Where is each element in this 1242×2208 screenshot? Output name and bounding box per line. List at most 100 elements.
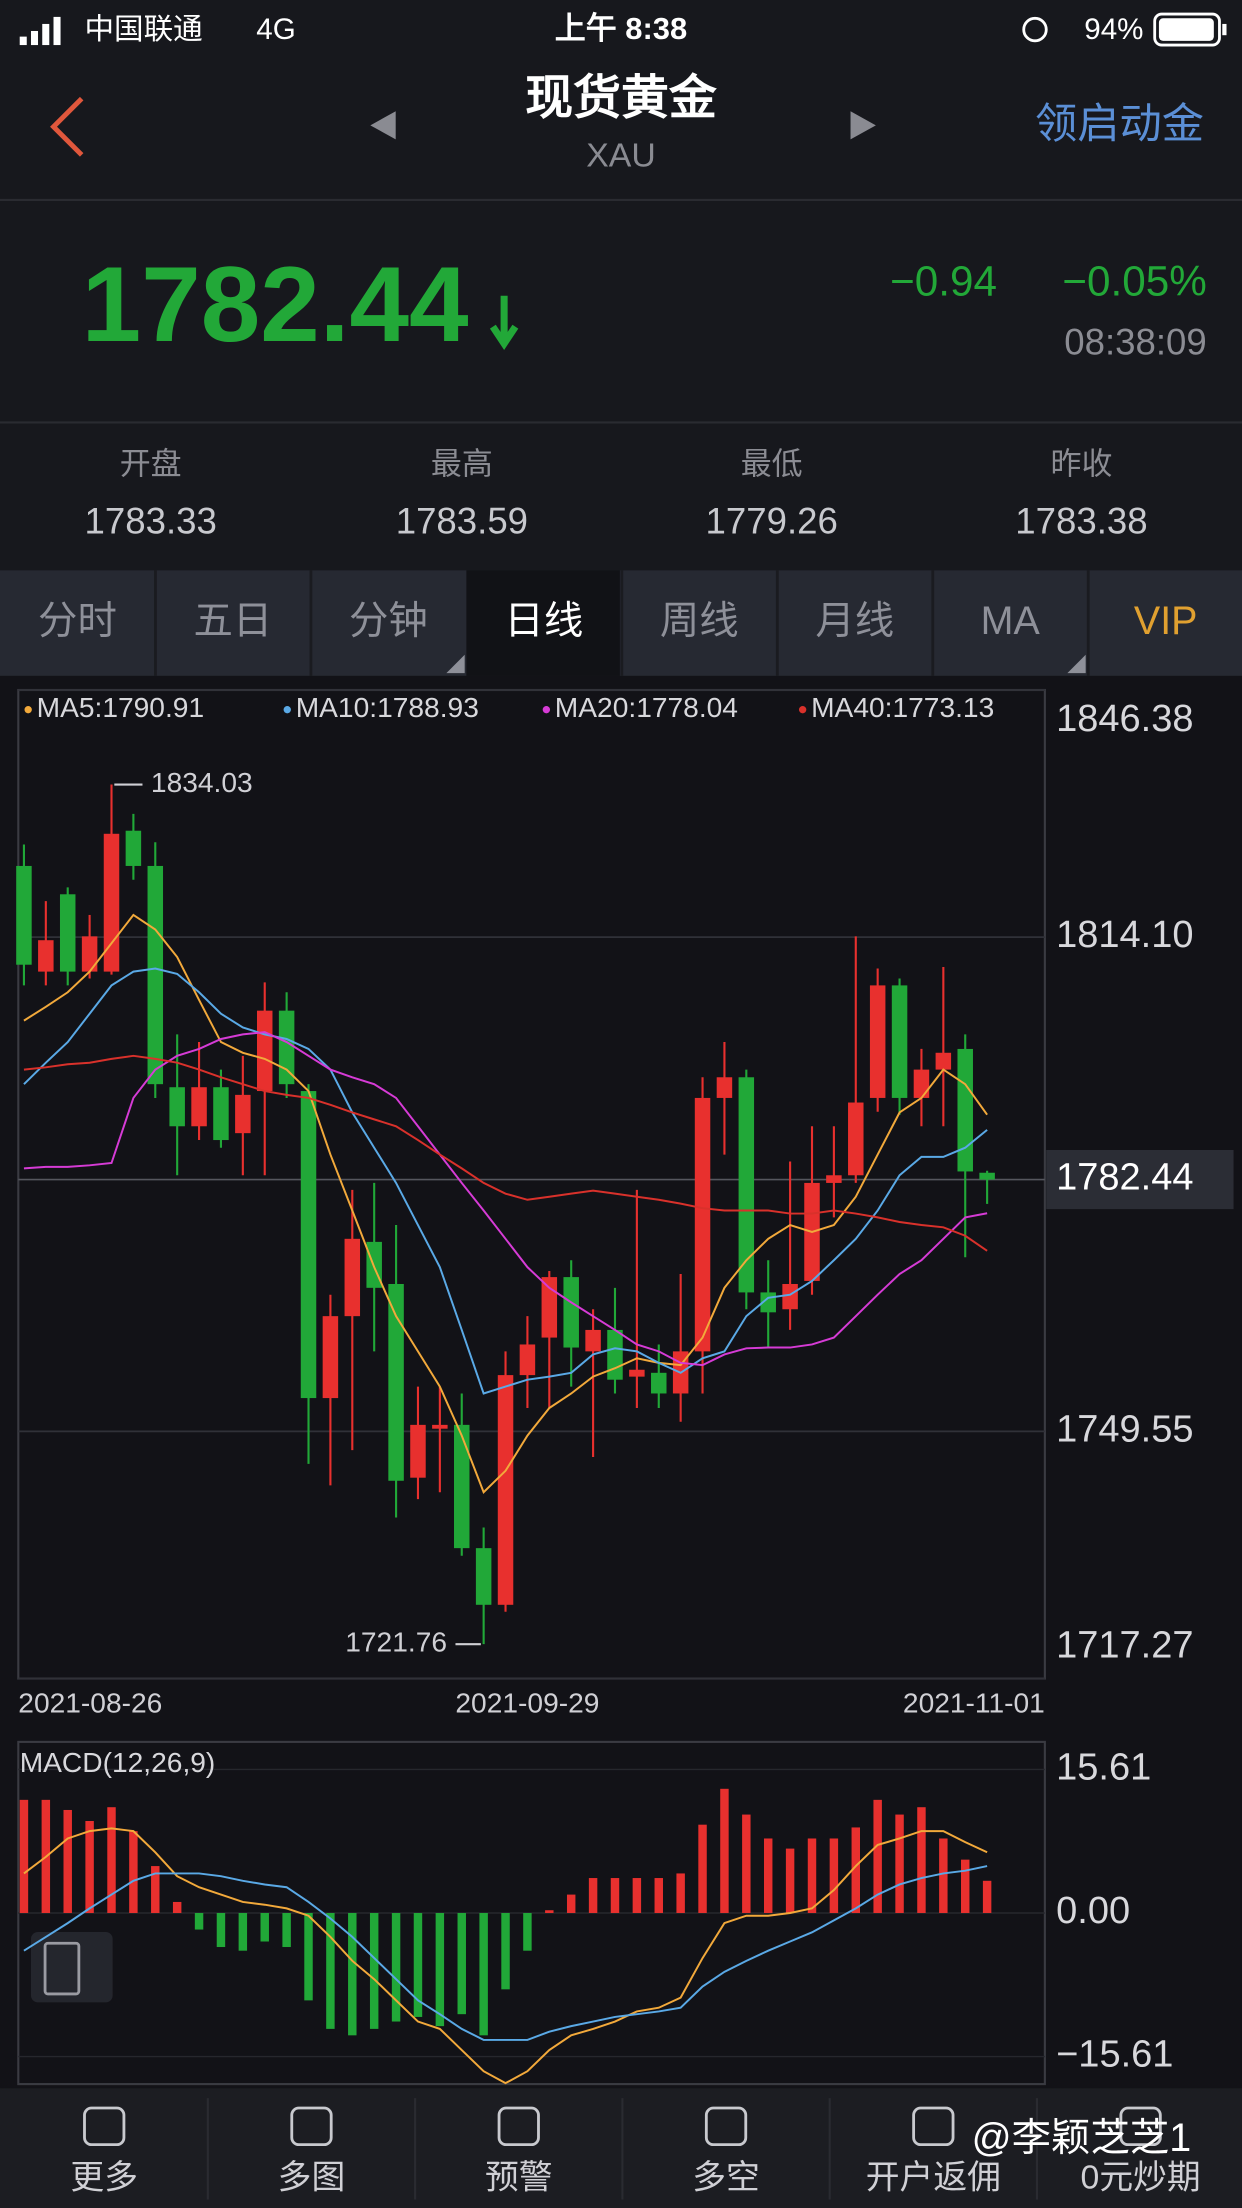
line	[23, 1865, 988, 2041]
tab[interactable]: 分时	[38, 599, 117, 643]
macd-bar	[566, 1894, 576, 1913]
candle-body	[935, 1052, 952, 1070]
tab[interactable]: 月线	[815, 599, 894, 643]
nav-icon[interactable]	[497, 2106, 540, 2147]
macd-bar	[982, 1880, 992, 1913]
nav-icon[interactable]	[83, 2106, 126, 2147]
tab[interactable]: 五日	[193, 599, 272, 643]
nav-label[interactable]: 开户返佣	[866, 2159, 1001, 2197]
macd-bar	[632, 1878, 642, 1913]
candle-body	[300, 1091, 317, 1399]
y-tick-label: 0.00	[1056, 1890, 1130, 1932]
candle-body	[957, 1048, 973, 1172]
candle-body	[891, 985, 908, 1098]
macd-bar	[829, 1838, 839, 1913]
candle-body	[848, 1102, 864, 1176]
stat-label: 最高	[431, 446, 493, 481]
stat-label: 最低	[741, 446, 803, 481]
rotate-button[interactable]	[30, 1932, 113, 2003]
prev-button[interactable]	[370, 111, 396, 140]
nav-label[interactable]: 更多	[70, 2159, 138, 2197]
candle-body	[826, 1175, 842, 1183]
macd-bar	[85, 1821, 94, 1913]
nav-icon[interactable]	[1119, 2106, 1162, 2147]
y-tick-label: 15.61	[1056, 1746, 1151, 1788]
legend-entry: MA10:1788.93	[296, 692, 479, 723]
stat-label: 昨收	[1051, 446, 1113, 481]
line	[23, 967, 988, 1395]
candle-body	[432, 1424, 448, 1429]
candle-body	[388, 1283, 404, 1481]
macd-bar	[260, 1912, 269, 1942]
macd-bar	[961, 1859, 970, 1913]
macd-bar	[939, 1838, 948, 1913]
candle-body	[782, 1283, 798, 1310]
macd-bar	[588, 1878, 598, 1913]
tab[interactable]: MA	[981, 599, 1041, 643]
candle-body	[563, 1277, 579, 1348]
macd-bar	[172, 1901, 182, 1913]
legend-dot	[542, 706, 551, 714]
macd-bar	[654, 1878, 663, 1913]
macd-bar	[151, 1866, 160, 1913]
x-tick-label: 2021-11-01	[903, 1688, 1045, 1719]
current-price-box	[1046, 1149, 1234, 1210]
candle-body	[716, 1077, 733, 1098]
tab-corner	[446, 654, 465, 674]
macd-bar	[851, 1827, 861, 1913]
candle-body	[191, 1087, 207, 1127]
macd-bar	[610, 1878, 620, 1913]
y-tick-label: 1717.27	[1056, 1625, 1193, 1667]
candle-body	[59, 894, 76, 972]
tab[interactable]: 分钟	[349, 599, 428, 643]
tab-selected-bg	[466, 570, 620, 676]
macd-bar	[457, 1912, 466, 2015]
next-button[interactable]	[850, 111, 876, 140]
nav-label[interactable]: 多空	[692, 2159, 760, 2197]
macd-bar	[238, 1912, 248, 1951]
tab[interactable]: 周线	[660, 599, 739, 643]
nav-label[interactable]: 0元炒期	[1081, 2159, 1201, 2197]
back-button[interactable]	[50, 96, 84, 157]
clock: 上午 8:38	[555, 11, 688, 46]
line	[23, 1054, 988, 1252]
candle-body	[344, 1238, 361, 1317]
header-bg	[0, 0, 1242, 571]
high-annotation: 1834.03	[151, 767, 253, 798]
battery-percent: 94%	[1084, 13, 1143, 46]
macd-bar	[19, 1799, 29, 1913]
battery-icon	[1153, 12, 1221, 47]
macd-bar	[523, 1912, 532, 1951]
candle-body	[607, 1329, 623, 1380]
tab[interactable]: VIP	[1134, 599, 1198, 643]
macd-bar	[807, 1838, 817, 1913]
macd-bar	[917, 1807, 926, 1913]
action-link[interactable]: 领启动金	[1035, 100, 1204, 147]
nav-icon[interactable]	[290, 2106, 333, 2147]
tab-corner	[1067, 654, 1086, 674]
macd-bar	[282, 1912, 291, 1948]
tab[interactable]: 日线	[504, 599, 583, 643]
macd-bar	[873, 1799, 882, 1913]
candle-body	[475, 1548, 492, 1605]
rotate-icon	[43, 1941, 81, 1996]
candle-body	[278, 1010, 295, 1085]
x-tick-label: 2021-09-29	[455, 1688, 599, 1719]
macd-bar	[348, 1912, 357, 2036]
candle-body	[585, 1329, 601, 1352]
price: 1782.44	[82, 244, 469, 364]
macd-bar	[391, 1912, 401, 2022]
nav-label[interactable]: 多图	[278, 2159, 346, 2197]
x-tick-label: 2021-08-26	[18, 1688, 162, 1719]
candle-body	[454, 1424, 470, 1549]
macd-bar	[742, 1814, 751, 1913]
nav-icon[interactable]	[912, 2106, 955, 2147]
candle-body	[213, 1087, 229, 1141]
macd-bar	[304, 1912, 313, 2001]
carrier: 中国联通	[84, 13, 202, 46]
stat-label: 开盘	[120, 446, 182, 481]
nav-label[interactable]: 预警	[485, 2159, 553, 2197]
battery-level	[1158, 18, 1214, 41]
nav-icon[interactable]	[704, 2106, 748, 2147]
